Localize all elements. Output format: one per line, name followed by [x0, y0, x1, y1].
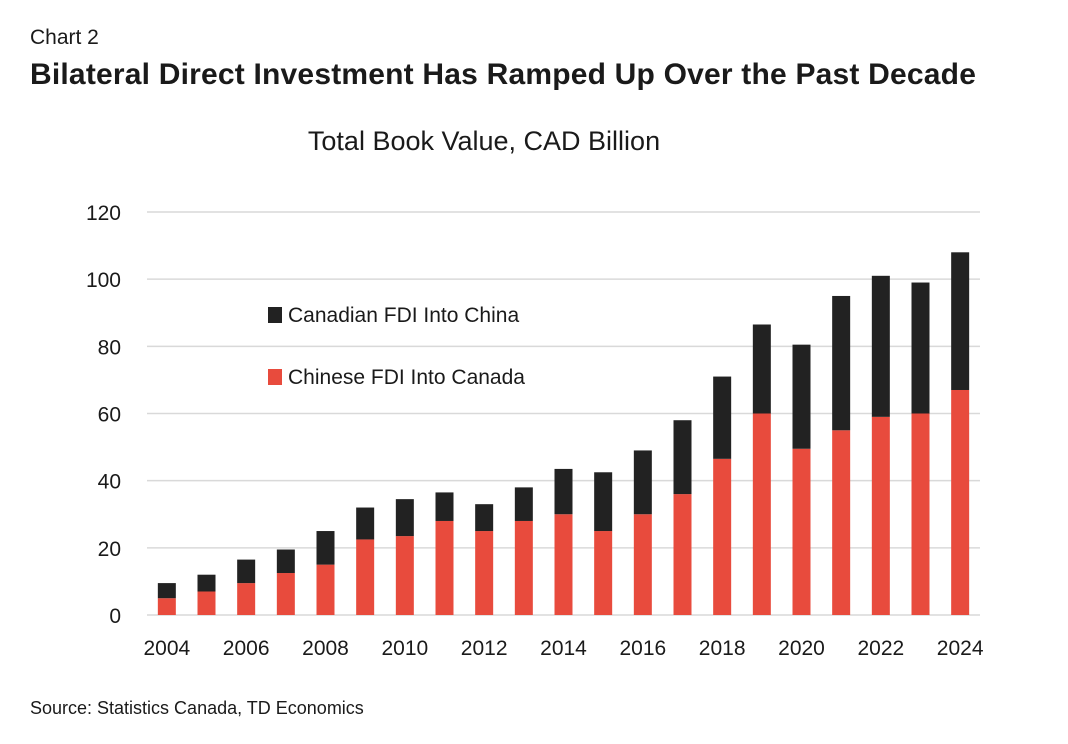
y-tick-label-40: 40	[98, 471, 121, 494]
plot-title: Total Book Value, CAD Billion	[308, 126, 660, 156]
bar-chinese-fdi-2024	[951, 389, 970, 615]
bar-canadian-fdi-2006	[237, 559, 256, 584]
bar-chinese-fdi-2010	[395, 536, 414, 615]
bar-chinese-fdi-2018	[713, 458, 732, 615]
bar-canadian-fdi-2022	[871, 275, 890, 417]
bar-canadian-fdi-2008	[316, 531, 335, 565]
y-tick-label-20: 20	[98, 538, 121, 561]
y-tick-label-100: 100	[86, 269, 121, 292]
legend-label-chinese-fdi: Chinese FDI Into Canada	[288, 366, 525, 389]
bar-chinese-fdi-2016	[633, 514, 652, 615]
bar-chinese-fdi-2015	[594, 531, 613, 615]
bar-canadian-fdi-2010	[395, 499, 414, 537]
bar-chinese-fdi-2014	[554, 514, 573, 615]
x-tick-label-2012: 2012	[461, 637, 508, 660]
x-tick-label-2008: 2008	[302, 637, 349, 660]
legend-swatch-canadian-fdi	[268, 307, 282, 323]
bar-chinese-fdi-2011	[435, 520, 454, 615]
source-note: Source: Statistics Canada, TD Economics	[30, 698, 364, 718]
bar-canadian-fdi-2012	[475, 504, 494, 532]
bar-canadian-fdi-2015	[594, 472, 613, 532]
bar-chinese-fdi-2006	[237, 583, 256, 615]
bar-chinese-fdi-2017	[673, 494, 692, 615]
bar-chinese-fdi-2005	[197, 591, 216, 615]
bar-canadian-fdi-2004	[157, 583, 176, 599]
x-tick-label-2006: 2006	[223, 637, 270, 660]
bar-canadian-fdi-2016	[633, 450, 652, 515]
bar-chinese-fdi-2021	[832, 430, 851, 615]
stacked-bar-chart: Total Book Value, CAD Billion 0 20 40 60 80 10…	[86, 126, 984, 660]
bar-canadian-fdi-2021	[832, 295, 851, 431]
bar-canadian-fdi-2011	[435, 492, 454, 521]
bar-canadian-fdi-2017	[673, 420, 692, 495]
bar-chinese-fdi-2004	[157, 598, 176, 615]
bar-canadian-fdi-2013	[514, 487, 533, 521]
bar-canadian-fdi-2023	[911, 282, 930, 414]
bar-chinese-fdi-2007	[276, 573, 295, 615]
y-tick-label-120: 120	[86, 202, 121, 225]
x-tick-label-2004: 2004	[143, 637, 190, 660]
chart-title: Bilateral Direct Investment Has Ramped U…	[30, 58, 977, 91]
bar-chinese-fdi-2013	[514, 520, 533, 615]
y-tick-label-0: 0	[109, 605, 121, 628]
bar-chinese-fdi-2012	[475, 531, 494, 615]
bar-chinese-fdi-2009	[356, 539, 375, 615]
bar-chinese-fdi-2008	[316, 564, 335, 615]
x-tick-label-2010: 2010	[381, 637, 428, 660]
bar-chinese-fdi-2022	[871, 416, 890, 615]
chart-number: Chart 2	[30, 26, 99, 49]
y-tick-label-80: 80	[98, 336, 121, 359]
bar-canadian-fdi-2020	[792, 344, 811, 449]
x-tick-label-2016: 2016	[619, 637, 666, 660]
bar-canadian-fdi-2005	[197, 574, 216, 592]
x-tick-label-2024: 2024	[937, 637, 984, 660]
bar-chinese-fdi-2019	[752, 413, 771, 615]
x-tick-label-2014: 2014	[540, 637, 587, 660]
bar-chinese-fdi-2023	[911, 413, 930, 615]
y-tick-label-60: 60	[98, 404, 121, 427]
x-tick-label-2022: 2022	[857, 637, 904, 660]
legend-label-canadian-fdi: Canadian FDI Into China	[288, 304, 519, 327]
bar-canadian-fdi-2018	[713, 376, 732, 459]
bar-canadian-fdi-2024	[951, 252, 970, 390]
bar-canadian-fdi-2014	[554, 468, 573, 515]
bar-chinese-fdi-2020	[792, 448, 811, 615]
x-tick-label-2018: 2018	[699, 637, 746, 660]
bar-canadian-fdi-2007	[276, 549, 295, 574]
bar-canadian-fdi-2019	[752, 324, 771, 414]
bar-canadian-fdi-2009	[356, 507, 375, 540]
legend-swatch-chinese-fdi	[268, 369, 282, 385]
x-tick-label-2020: 2020	[778, 637, 825, 660]
